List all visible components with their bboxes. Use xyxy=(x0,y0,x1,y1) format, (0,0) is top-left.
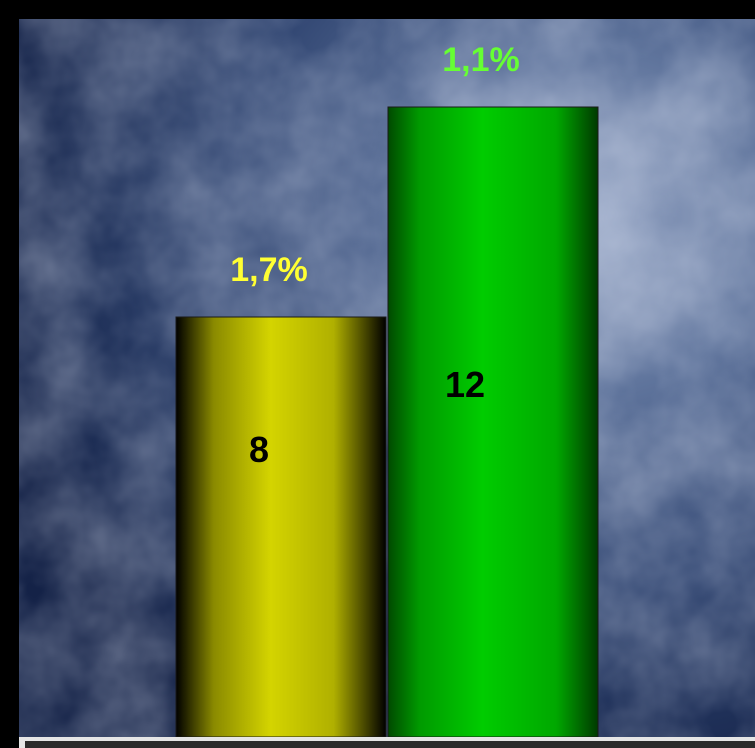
percent-label-2: 1,1% xyxy=(442,41,520,79)
bar-2 xyxy=(387,106,599,738)
cloud-texture xyxy=(19,19,755,737)
value-label-2: 12 xyxy=(445,364,485,405)
labels-layer: 8 1,7% 12 1,1% xyxy=(230,41,520,470)
bars-layer xyxy=(175,106,599,738)
value-label-1: 8 xyxy=(249,429,269,470)
percent-label-1: 1,7% xyxy=(230,251,308,289)
bar-1 xyxy=(175,316,387,738)
chart-floor-shadow xyxy=(25,741,755,748)
